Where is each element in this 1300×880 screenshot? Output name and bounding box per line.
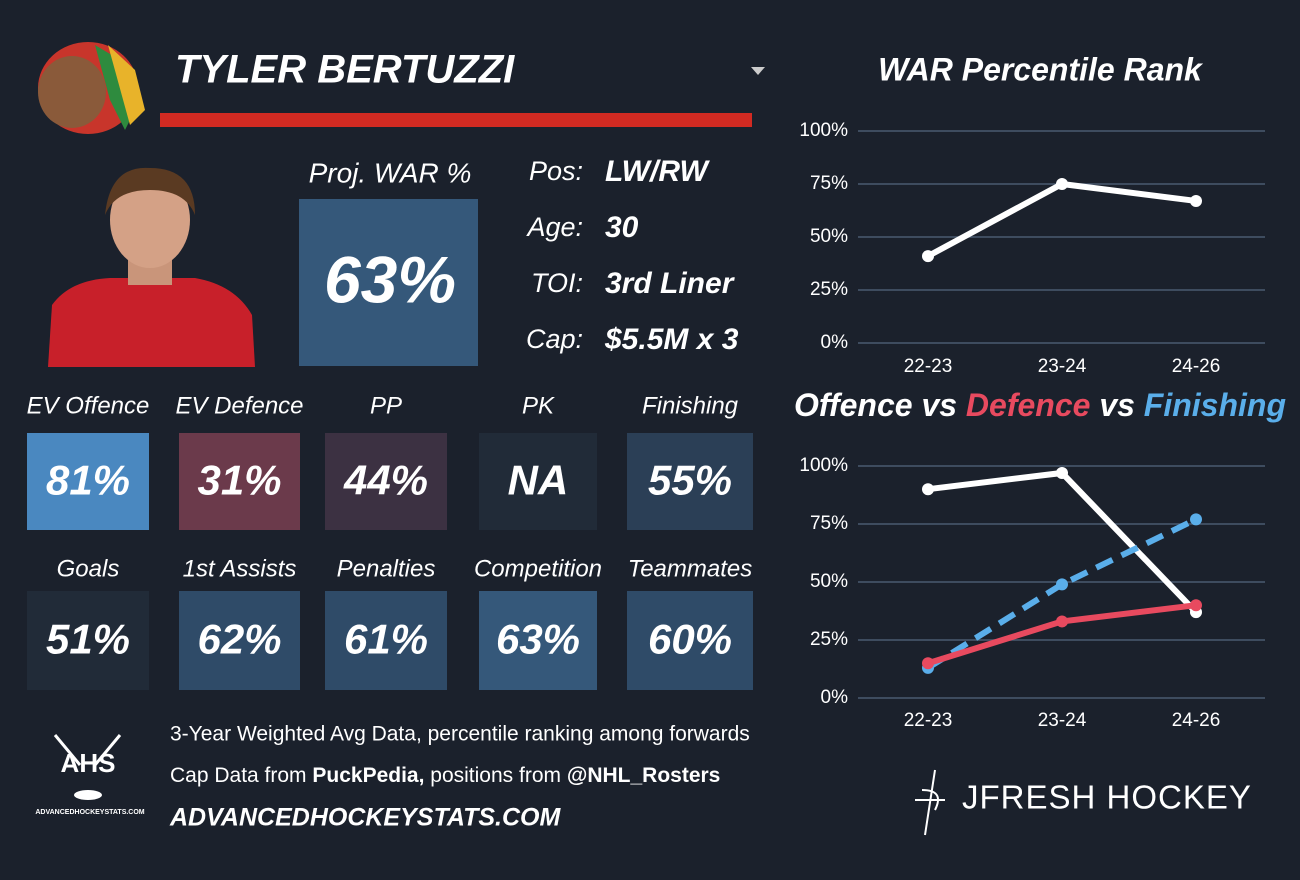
point bbox=[1056, 466, 1068, 479]
ahs-logo bbox=[53, 734, 122, 800]
x-tick-label: 24-26 bbox=[1172, 356, 1221, 377]
footer-note: 3-Year Weighted Avg Data, percentile ran… bbox=[170, 723, 750, 746]
info-value: LW/RW bbox=[605, 155, 710, 188]
footer-credit: Cap Data from PuckPedia, positions from … bbox=[170, 764, 720, 787]
point bbox=[1056, 615, 1068, 628]
credit-source: @NHL_Rosters bbox=[567, 764, 721, 787]
tile-label: EV Offence bbox=[27, 392, 150, 419]
x-tick-label: 23-24 bbox=[1038, 710, 1087, 731]
tile-value: 60% bbox=[648, 616, 732, 663]
footer-site: ADVANCEDHOCKEYSTATS.COM bbox=[169, 804, 561, 832]
tile-box bbox=[627, 433, 753, 530]
tile-box bbox=[479, 591, 597, 690]
player-photo bbox=[48, 167, 255, 367]
info-label: Pos: bbox=[529, 156, 583, 186]
team-logo bbox=[38, 42, 145, 134]
y-tick-label: 100% bbox=[799, 455, 848, 476]
tile-label: EV Defence bbox=[175, 392, 303, 419]
tile-box bbox=[27, 591, 149, 690]
player-name: TYLER BERTUZZI bbox=[175, 48, 515, 92]
tile-value: 31% bbox=[197, 457, 281, 504]
chart-title: WAR Percentile Rank bbox=[878, 51, 1204, 87]
tile-value: 61% bbox=[344, 616, 428, 663]
tile-value: 63% bbox=[496, 616, 580, 663]
tile-box bbox=[179, 591, 300, 690]
info-value: $5.5M x 3 bbox=[604, 323, 739, 356]
credit-source: PuckPedia, bbox=[312, 764, 424, 787]
tile-label: Penalties bbox=[337, 555, 436, 582]
tile-box bbox=[27, 433, 149, 530]
y-tick-label: 50% bbox=[810, 226, 848, 247]
y-tick-label: 25% bbox=[810, 629, 848, 650]
projection-value: 63% bbox=[324, 242, 456, 316]
credit-text: Cap Data from bbox=[170, 764, 312, 787]
title-separator: vs bbox=[1090, 387, 1143, 423]
tile-value: 81% bbox=[46, 457, 130, 504]
info-value: 3rd Liner bbox=[605, 267, 736, 300]
y-tick-label: 75% bbox=[810, 173, 848, 194]
legend-entry: Finishing bbox=[1144, 387, 1286, 423]
point bbox=[1190, 513, 1202, 526]
brand-icon bbox=[915, 769, 945, 836]
tile-value: 62% bbox=[197, 616, 281, 663]
point bbox=[922, 483, 934, 496]
tile-value: NA bbox=[508, 457, 569, 504]
tile-label: 1st Assists bbox=[183, 555, 297, 582]
dropdown-arrow[interactable] bbox=[751, 67, 765, 75]
ahs-logo-caption: ADVANCEDHOCKEYSTATS.COM bbox=[35, 809, 144, 816]
x-tick-label: 22-23 bbox=[904, 356, 953, 377]
credit-text: positions from bbox=[424, 764, 566, 787]
tile-box bbox=[325, 433, 447, 530]
tile-label: Finishing bbox=[642, 392, 739, 419]
y-tick-label: 0% bbox=[821, 687, 849, 708]
tile-box bbox=[627, 591, 753, 690]
projection-box bbox=[299, 199, 478, 366]
y-tick-label: 25% bbox=[810, 279, 848, 300]
brand-name: JFRESH HOCKEY bbox=[962, 779, 1252, 816]
y-tick-label: 75% bbox=[810, 513, 848, 534]
tile-label: PK bbox=[522, 392, 555, 419]
point bbox=[1190, 599, 1202, 612]
point bbox=[1190, 194, 1202, 207]
x-tick-label: 23-24 bbox=[1038, 356, 1087, 377]
point bbox=[922, 250, 934, 263]
point bbox=[1056, 578, 1068, 591]
y-tick-label: 0% bbox=[821, 332, 849, 353]
info-label: TOI: bbox=[531, 268, 583, 298]
tile-label: Competition bbox=[474, 555, 602, 582]
projection-label: Proj. WAR % bbox=[309, 157, 472, 188]
point bbox=[922, 657, 934, 670]
chart-title: Offence vs Defence vs Finishing bbox=[794, 387, 1286, 423]
tile-label: PP bbox=[370, 392, 402, 419]
title-separator: vs bbox=[913, 387, 966, 423]
tile-value: 51% bbox=[46, 616, 130, 663]
name-underline bbox=[160, 113, 752, 127]
tile-label: Teammates bbox=[628, 555, 753, 582]
x-tick-label: 24-26 bbox=[1172, 710, 1221, 731]
info-label: Cap: bbox=[526, 324, 583, 354]
info-value: 30 bbox=[605, 211, 639, 244]
x-tick-label: 22-23 bbox=[904, 710, 953, 731]
legend-entry: Offence bbox=[794, 387, 913, 423]
point bbox=[1056, 178, 1068, 190]
tile-label: Goals bbox=[57, 555, 120, 582]
y-tick-label: 50% bbox=[810, 571, 848, 592]
tile-box bbox=[325, 591, 447, 690]
info-label: Age: bbox=[525, 212, 583, 242]
legend-entry: Defence bbox=[966, 387, 1091, 423]
tile-value: 55% bbox=[648, 457, 732, 504]
ahs-logo-text: AHS bbox=[61, 748, 116, 778]
tile-box bbox=[479, 433, 597, 530]
tile-value: 44% bbox=[343, 457, 428, 504]
tile-box bbox=[179, 433, 300, 530]
y-tick-label: 100% bbox=[799, 120, 848, 141]
